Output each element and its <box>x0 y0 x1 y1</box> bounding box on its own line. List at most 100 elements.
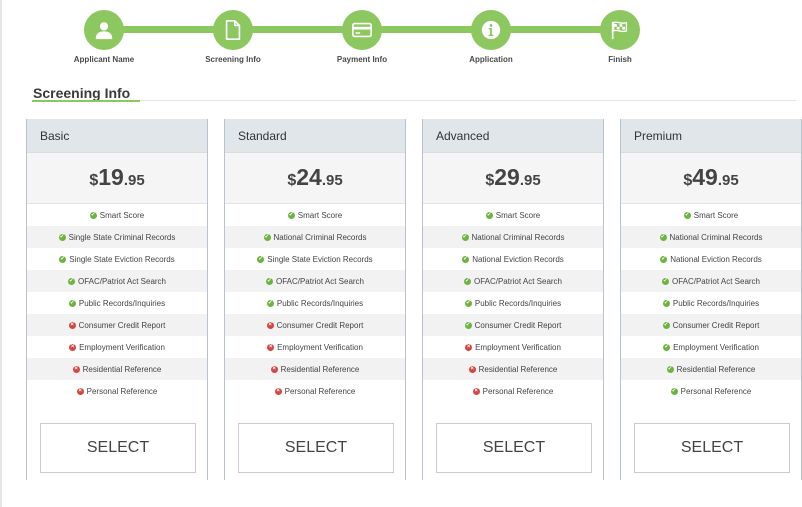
feature-text: Personal Reference <box>284 386 356 396</box>
feature-text: Smart Score <box>693 210 739 220</box>
feature-text: National Criminal Records <box>669 232 763 242</box>
feature-text: Consumer Credit Report <box>474 320 562 330</box>
feature-item: ✓ Consumer Credit Report <box>423 314 603 336</box>
cross-icon: × <box>69 343 77 351</box>
feature-item: × Consumer Credit Report <box>27 314 207 336</box>
select-advanced-button[interactable]: SELECT <box>436 423 592 473</box>
cross-icon: × <box>68 321 76 329</box>
feature-text: Residential Reference <box>676 364 756 374</box>
feature-text: OFAC/Patriot Act Search <box>77 276 167 286</box>
check-icon: ✓ <box>89 211 97 219</box>
feature-list: ✓ Smart Score ✓ National Criminal Records ✓ N… <box>621 204 801 402</box>
feature-text: Residential Reference <box>478 364 558 374</box>
step-circle[interactable] <box>600 10 640 50</box>
check-icon: ✓ <box>463 277 471 285</box>
feature-item: ✓ Residential Reference <box>621 358 801 380</box>
step-application[interactable]: Application <box>436 10 546 64</box>
feature-text: Public Records/Inquiries <box>672 298 760 308</box>
feature-item: ✓ Smart Score <box>621 204 801 226</box>
step-circle[interactable] <box>471 10 511 50</box>
plan-price: $19.95 <box>27 153 207 204</box>
price-whole: 49 <box>692 164 718 190</box>
check-icon: ✓ <box>670 387 678 395</box>
feature-item: × Residential Reference <box>225 358 405 380</box>
check-icon: ✓ <box>68 299 76 307</box>
feature-text: Single State Eviction Records <box>267 254 373 264</box>
select-premium-button[interactable]: SELECT <box>634 423 790 473</box>
check-icon: ✓ <box>662 321 670 329</box>
feature-item: ✓ Public Records/Inquiries <box>621 292 801 314</box>
price-cents: .95 <box>519 172 541 189</box>
feature-item: ✓ National Eviction Records <box>621 248 801 270</box>
feature-list: ✓ Smart Score ✓ Single State Criminal Recor… <box>27 204 207 402</box>
feature-text: Public Records/Inquiries <box>276 298 364 308</box>
plan-name: Standard <box>225 119 405 153</box>
check-icon: ✓ <box>257 255 265 263</box>
check-icon: ✓ <box>59 255 67 263</box>
check-icon: ✓ <box>661 277 669 285</box>
feature-text: OFAC/Patriot Act Search <box>275 276 365 286</box>
feature-text: Personal Reference <box>482 386 554 396</box>
check-icon: ✓ <box>67 277 75 285</box>
cross-icon: × <box>465 343 473 351</box>
cross-icon: × <box>270 365 278 373</box>
plan-card-basic: Basic $19.95 ✓ Smart Score ✓ Single State C… <box>26 119 208 480</box>
progress-stepper: Applicant Name Screening Info Payment In… <box>0 0 802 72</box>
feature-text: National Eviction Records <box>472 254 564 264</box>
feature-text: Consumer Credit Report <box>78 320 166 330</box>
feature-item: ✓ Public Records/Inquiries <box>225 292 405 314</box>
cross-icon: × <box>72 365 80 373</box>
cross-icon: × <box>468 365 476 373</box>
plan-price: $49.95 <box>621 153 801 204</box>
document-icon <box>225 20 241 40</box>
feature-item: ✓ Smart Score <box>423 204 603 226</box>
select-basic-button[interactable]: SELECT <box>40 423 196 473</box>
step-payment-info[interactable]: Payment Info <box>307 10 417 64</box>
step-label: Applicant Name <box>73 55 135 64</box>
feature-text: Residential Reference <box>82 364 162 374</box>
checkered-flag-icon <box>611 21 628 40</box>
feature-item: ✓ National Criminal Records <box>423 226 603 248</box>
feature-text: National Eviction Records <box>670 254 762 264</box>
price-whole: 24 <box>296 164 322 190</box>
feature-item: ✓ Smart Score <box>27 204 207 226</box>
feature-text: National Criminal Records <box>273 232 367 242</box>
feature-item: ✓ OFAC/Patriot Act Search <box>423 270 603 292</box>
feature-text: Smart Score <box>297 210 343 220</box>
check-icon: ✓ <box>660 255 668 263</box>
price-currency: $ <box>287 172 297 189</box>
feature-list: ✓ Smart Score ✓ National Criminal Records ✓ N… <box>423 204 603 402</box>
step-circle[interactable] <box>84 10 124 50</box>
step-finish[interactable]: Finish <box>565 10 675 64</box>
step-circle[interactable] <box>342 10 382 50</box>
step-screening-info[interactable]: Screening Info <box>178 10 288 64</box>
feature-text: Single State Eviction Records <box>69 254 175 264</box>
plan-card-advanced: Advanced $29.95 ✓ Smart Score ✓ National Cr… <box>422 119 604 480</box>
select-standard-button[interactable]: SELECT <box>238 423 394 473</box>
section-divider <box>32 100 796 101</box>
feature-text: Consumer Credit Report <box>672 320 760 330</box>
price-whole: 29 <box>494 164 520 190</box>
cross-icon: × <box>472 387 480 395</box>
feature-item: ✓ Single State Criminal Records <box>27 226 207 248</box>
section-title: Screening Info <box>33 85 131 101</box>
price-whole: 19 <box>98 164 124 190</box>
step-applicant-name[interactable]: Applicant Name <box>49 10 159 64</box>
plan-card-premium: Premium $49.95 ✓ Smart Score ✓ National Cri… <box>620 119 802 480</box>
feature-text: Public Records/Inquiries <box>474 298 562 308</box>
feature-item: ✓ OFAC/Patriot Act Search <box>27 270 207 292</box>
feature-text: Smart Score <box>99 210 145 220</box>
price-currency: $ <box>683 172 693 189</box>
price-cents: .95 <box>717 172 739 189</box>
check-icon: ✓ <box>462 255 470 263</box>
credit-card-icon <box>352 22 372 38</box>
plan-card-standard: Standard $24.95 ✓ Smart Score ✓ National Cr… <box>224 119 406 480</box>
feature-item: × Personal Reference <box>225 380 405 402</box>
user-icon <box>95 22 113 40</box>
feature-item: × Personal Reference <box>423 380 603 402</box>
price-cents: .95 <box>123 172 145 189</box>
price-currency: $ <box>89 172 99 189</box>
feature-text: OFAC/Patriot Act Search <box>671 276 761 286</box>
step-circle[interactable] <box>213 10 253 50</box>
feature-text: Smart Score <box>495 210 541 220</box>
